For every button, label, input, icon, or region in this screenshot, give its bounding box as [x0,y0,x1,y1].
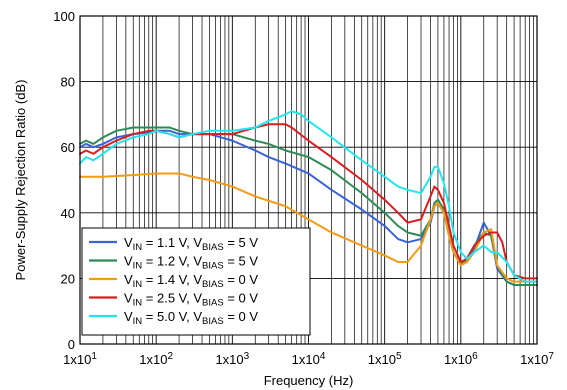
x-tick-label: 1x104 [292,351,326,367]
legend-entry-label: VIN = 1.1 V, VBIAS = 5 V [124,235,258,253]
legend-entry-label: VIN = 1.2 V, VBIAS = 5 V [124,254,258,272]
x-tick-labels: 1x101 1x102 1x103 1x104 1x105 1x106 1x107 [63,351,554,367]
y-tick-label: 40 [61,206,75,221]
series-lines [79,110,538,286]
legend-entry-label: VIN = 5.0 V, VBIAS = 0 V [124,309,258,327]
x-tick-label: 1x105 [368,351,402,367]
legend-box [81,227,311,336]
y-tick-label: 100 [53,9,75,24]
y-tick-label: 0 [68,337,75,352]
x-tick-label: 1x106 [444,351,478,367]
x-axis-title: Frequency (Hz) [264,373,354,388]
y-tick-label: 80 [61,75,75,90]
series-line-3 [79,172,538,283]
y-tick-label: 60 [61,140,75,155]
x-tick-label: 1x102 [139,351,173,367]
legend-entry-label: VIN = 1.4 V, VBIAS = 0 V [124,272,258,290]
series-line-5 [79,110,538,283]
plot-frame [79,15,538,345]
x-tick-label: 1x107 [520,351,554,367]
y-tick-labels: 0 20 40 60 80 100 [53,9,75,352]
legend-entry-label: VIN = 2.5 V, VBIAS = 0 V [124,291,258,309]
x-tick-label: 1x101 [63,351,97,367]
y-tick-label: 20 [61,271,75,286]
y-axis-title: Power-Supply Rejection Ratio (dB) [13,80,28,281]
x-tick-label: 1x103 [215,351,249,367]
